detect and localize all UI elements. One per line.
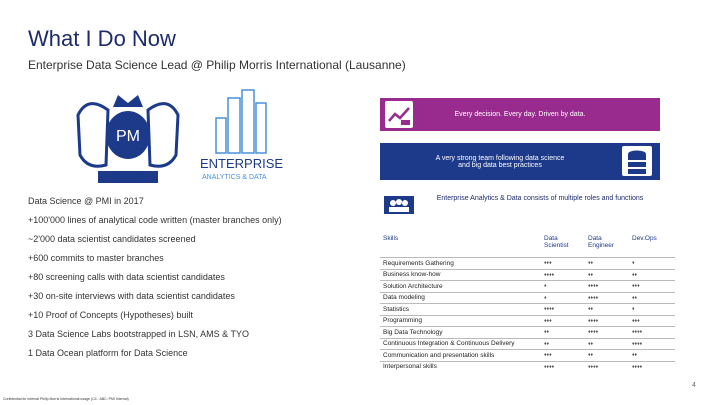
table-cell: ♦♦♦ <box>541 314 585 327</box>
banner-text: Enterprise Analytics & Data consists of … <box>436 195 644 202</box>
table-cell: ♦♦♦♦ <box>541 360 585 372</box>
table-row: Solution Architecture ♦ ♦♦♦♦ ♦♦♦ <box>380 280 675 292</box>
bullet: +100'000 lines of analytical code writte… <box>28 215 282 225</box>
icon <box>384 196 414 214</box>
table-cell: ♦♦ <box>541 337 585 350</box>
table-cell: ♦♦♦♦ <box>629 326 675 338</box>
bullet: 3 Data Science Labs bootstrapped in LSN,… <box>28 329 249 339</box>
bullet: ~2'000 data scientist candidates screene… <box>28 234 196 244</box>
table-cell: ♦♦♦♦ <box>585 280 629 292</box>
table-header: Skills Data Scientist Data Engineer Dev.Ops <box>380 235 675 258</box>
header-cell: Dev.Ops <box>632 235 657 242</box>
table-cell: ♦♦ <box>629 268 675 281</box>
header-cell: Data Engineer <box>588 235 615 249</box>
bullet: Data Science @ PMI in 2017 <box>28 196 144 206</box>
table-cell: Big Data Technology <box>380 326 541 338</box>
table-row: Business know-how ♦♦♦♦ ♦♦ ♦♦ <box>380 268 675 281</box>
table-cell: ♦♦♦♦ <box>629 337 675 350</box>
table-cell: ♦♦ <box>629 291 675 304</box>
enterprise-logo: ENTERPRISE ANALYTICS & DATA <box>200 89 283 181</box>
table-cell: Business know-how <box>380 268 541 281</box>
table-row: Continuous Integration & Continuous Deli… <box>380 337 675 350</box>
table-cell: Interpersonal skills <box>380 360 541 372</box>
table-cell: ♦♦♦♦ <box>585 314 629 327</box>
table-row: Big Data Technology ♦♦ ♦♦♦♦ ♦♦♦♦ <box>380 326 675 338</box>
table-cell: Statistics <box>380 303 541 315</box>
banner: A very strong team following data scienc… <box>380 143 660 180</box>
table-cell: ♦♦ <box>585 337 629 350</box>
table-cell: ♦♦ <box>541 326 585 338</box>
table-row: Requirements Gathering ♦♦♦ ♦♦ ♦ <box>380 257 675 269</box>
table-cell: ♦ <box>629 257 675 269</box>
table-cell: ♦♦♦ <box>629 314 675 327</box>
table-cell: ♦♦ <box>629 349 675 361</box>
bullet: +600 commits to master branches <box>28 253 164 263</box>
table-cell: Requirements Gathering <box>380 257 541 269</box>
table-cell: Programming <box>380 314 541 327</box>
table-cell: Solution Architecture <box>380 280 541 292</box>
table-cell: ♦♦ <box>585 349 629 361</box>
table-cell: ♦♦♦ <box>541 257 585 269</box>
table-cell: ♦ <box>541 291 585 304</box>
header-cell: Skills <box>383 235 399 242</box>
footer-note: Confidential for internal Philip Morris … <box>3 397 129 401</box>
logo-subtext: ANALYTICS & DATA <box>202 174 267 181</box>
banner-text: A very strong team following data scienc… <box>435 154 565 169</box>
table-cell: ♦♦ <box>585 303 629 315</box>
table-cell: ♦♦♦ <box>541 349 585 361</box>
table-cell: ♦♦♦♦ <box>541 303 585 315</box>
icon <box>385 101 413 128</box>
logo-text: ENTERPRISE <box>200 156 283 171</box>
page-number: 4 <box>692 382 696 389</box>
table-cell: ♦ <box>541 280 585 292</box>
icon <box>622 146 652 176</box>
table-row: Interpersonal skills ♦♦♦♦ ♦♦♦♦ ♦♦♦♦ <box>380 360 675 372</box>
table-cell: ♦♦♦♦ <box>585 360 629 372</box>
table-row: Communication and presentation skills ♦♦♦… <box>380 349 675 361</box>
table-row: Programming ♦♦♦ ♦♦♦♦ ♦♦♦ <box>380 314 675 327</box>
title: What I Do Now <box>28 26 176 51</box>
pmi-crest: PM <box>76 95 180 183</box>
banner-text: Every decision. Every day. Driven by dat… <box>454 111 586 118</box>
table-cell: ♦♦♦♦ <box>629 360 675 372</box>
table-cell: ♦♦♦ <box>629 280 675 292</box>
table-cell: Data modeling <box>380 291 541 304</box>
header-cell: Data Scientist <box>544 235 569 249</box>
table-cell: Continuous Integration & Continuous Deli… <box>380 337 541 350</box>
svg-text:PM: PM <box>116 128 140 145</box>
bullet: +80 screening calls with data scientist … <box>28 272 225 282</box>
table-cell: ♦♦♦♦ <box>585 326 629 338</box>
table-cell: Communication and presentation skills <box>380 349 541 361</box>
table-cell: ♦ <box>629 303 675 315</box>
bullet: +10 Proof of Concepts (Hypotheses) built <box>28 310 193 320</box>
subtitle: Enterprise Data Science Lead @ Philip Mo… <box>28 58 406 72</box>
table-cell: ♦♦ <box>585 257 629 269</box>
bullet: +30 on-site interviews with data scienti… <box>28 291 235 301</box>
table-cell: ♦♦♦♦ <box>541 268 585 281</box>
banner: Every decision. Every day. Driven by dat… <box>380 98 660 131</box>
table-row: Data modeling ♦ ♦♦♦♦ ♦♦ <box>380 291 675 304</box>
bullet: 1 Data Ocean platform for Data Science <box>28 348 188 358</box>
table-cell: ♦♦ <box>585 268 629 281</box>
table-row: Statistics ♦♦♦♦ ♦♦ ♦ <box>380 303 675 315</box>
table-cell: ♦♦♦♦ <box>585 291 629 304</box>
skills-table: Skills Data Scientist Data Engineer Dev.Ops… <box>380 235 675 372</box>
